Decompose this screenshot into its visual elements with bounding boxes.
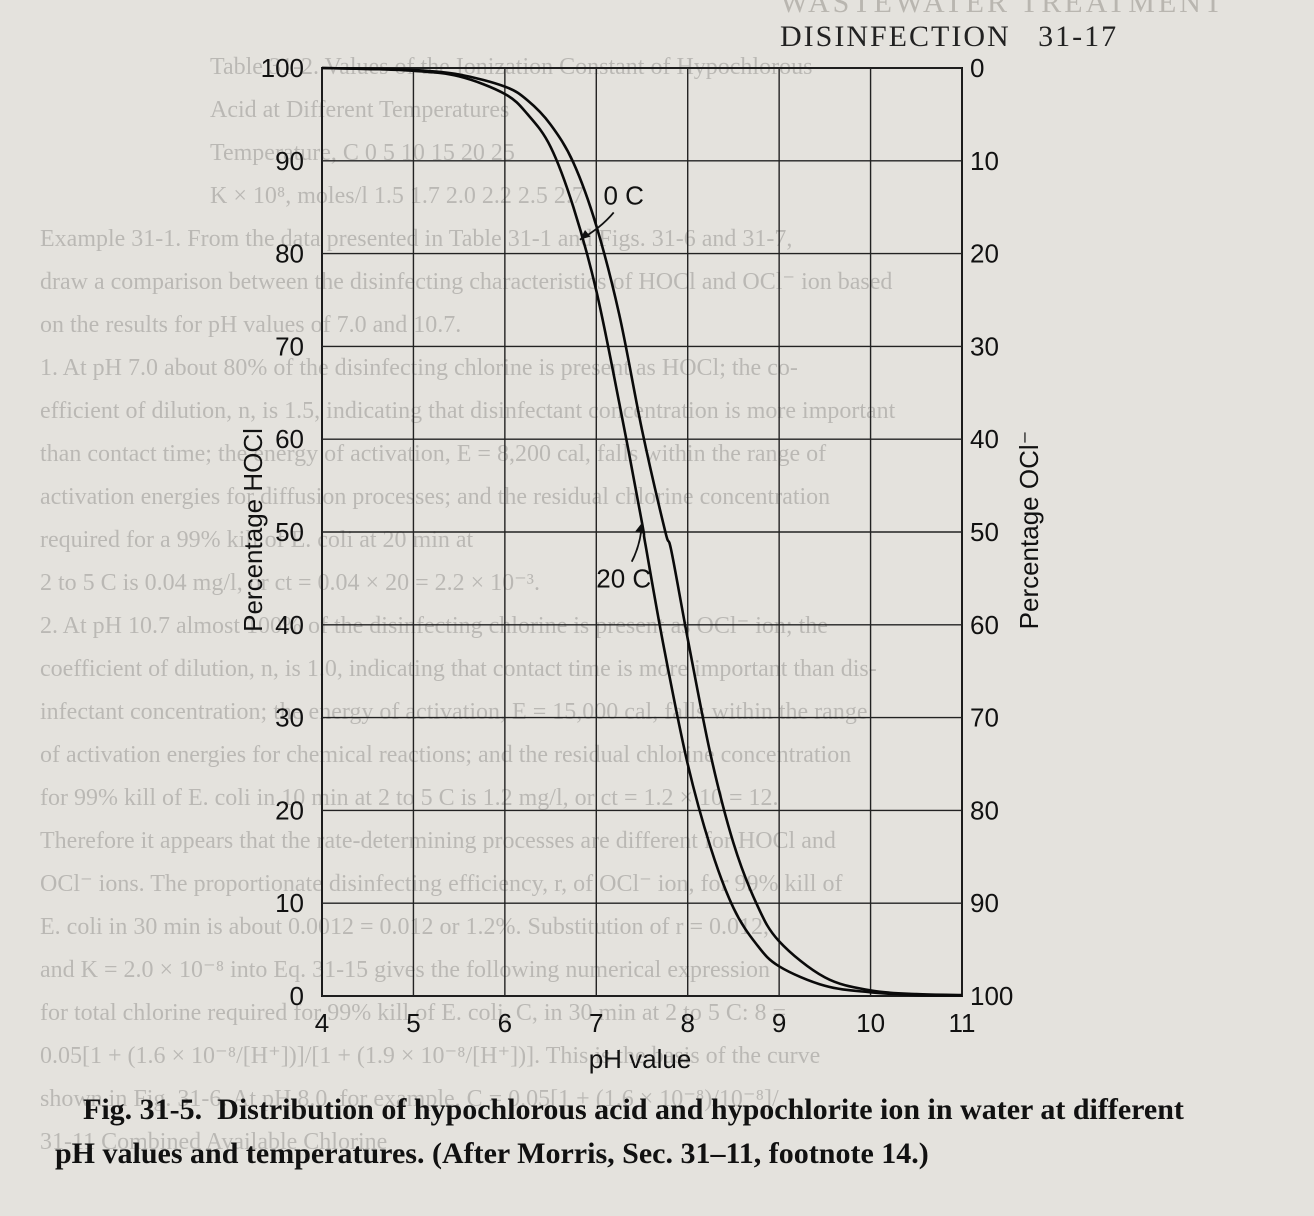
bleed-through-line: shown in Fig. 31-6. At pH 8.0, for examp… <box>40 1086 779 1112</box>
bleed-through-line: and K = 2.0 × 10⁻⁸ into Eq. 31-15 gives … <box>40 957 770 983</box>
x-tick-label: 9 <box>772 1008 786 1038</box>
y-tick-label-left: 10 <box>275 888 304 918</box>
y-tick-label-right: 90 <box>970 888 999 918</box>
bleed-through-line: for 99% kill of E. coli in 10 min at 2 t… <box>40 785 779 811</box>
figure-caption: Fig. 31-5. Distribution of hypochlorous … <box>55 1088 1285 1176</box>
figure-label: Fig. 31-5. <box>83 1093 203 1126</box>
bleed-through-line: than contact time; the energy of activat… <box>40 441 827 467</box>
bleed-through-line: efficient of dilution, n, is 1.5, indica… <box>40 398 896 424</box>
header-section-title: DISINFECTION <box>780 20 1011 53</box>
header-page-number: 31-17 <box>1038 20 1119 53</box>
y-tick-label-right: 60 <box>970 610 999 640</box>
y-tick-label-left: 60 <box>275 424 304 454</box>
x-tick-label: 6 <box>498 1008 512 1038</box>
x-tick-label: 4 <box>315 1008 329 1038</box>
bleed-through-line: Therefore it appears that the rate-deter… <box>40 828 836 854</box>
bleed-through-line: of activation energies for chemical reac… <box>40 742 852 768</box>
x-tick-label: 11 <box>949 1008 976 1038</box>
x-tick-label: 8 <box>680 1008 694 1038</box>
bleed-through-line: coefficient of dilution, n, is 1.0, indi… <box>40 656 877 682</box>
bleed-through-line: 0.05[1 + (1.6 × 10⁻⁸/[H⁺])]/[1 + (1.9 × … <box>40 1043 821 1069</box>
x-tick-label: 10 <box>856 1008 885 1038</box>
bleed-through-line: E. coli in 30 min is about 0.0012 = 0.01… <box>40 914 770 940</box>
y-tick-label-left: 90 <box>275 146 304 176</box>
y-axis-left-label: Percentage HOCl <box>238 428 268 632</box>
y-tick-label-left: 30 <box>275 703 304 733</box>
bleed-through-line: activation energies for diffusion proces… <box>40 484 831 510</box>
series-line-0-c <box>321 66 963 997</box>
header-faint-text: WASTEWATER TREATMENT <box>780 0 1226 19</box>
bleed-through-line: for total chlorine required for 99% kill… <box>40 1000 787 1026</box>
y-tick-label-right: 80 <box>970 795 999 825</box>
y-tick-label-left: 50 <box>275 517 304 547</box>
y-tick-label-right: 50 <box>970 517 999 547</box>
bleed-through-line: draw a comparison between the disinfecti… <box>40 269 893 295</box>
y-tick-label-right: 40 <box>970 424 999 454</box>
x-tick-label: 7 <box>589 1008 603 1038</box>
y-tick-label-right: 20 <box>970 239 999 269</box>
bleed-through-line: Example 31-1. From the data presented in… <box>40 226 793 252</box>
y-tick-label-right: 100 <box>970 981 1013 1011</box>
y-tick-label-right: 10 <box>970 146 999 176</box>
bleed-through-line: 1. At pH 7.0 about 80% of the disinfecti… <box>40 355 798 381</box>
bleed-through-line: 31-11 Combined Available Chlorine <box>40 1129 388 1155</box>
y-axis-right-label: Percentage OCl⁻ <box>1014 431 1044 630</box>
y-tick-label-left: 80 <box>275 239 304 269</box>
y-tick-label-left: 100 <box>261 53 304 83</box>
bleed-through-line: on the results for pH values of 7.0 and … <box>40 312 462 338</box>
caption-line-1: Distribution of hypochlorous acid and hy… <box>217 1093 1184 1126</box>
chart-tick-labels: 4 5 6 7 8 9 10 11010203040506070809010010090807… <box>261 53 1014 1038</box>
annotation-arrowhead <box>635 522 644 534</box>
x-tick-label: 5 <box>406 1008 420 1038</box>
series-line-20-c <box>321 66 963 997</box>
chart-curves <box>321 66 963 997</box>
page-header: WASTEWATER TREATMENT DISINFECTION 31-17 <box>780 0 1314 54</box>
bleed-through-line: OCl⁻ ions. The proportionate disinfectin… <box>40 871 843 897</box>
annotation-label: 20 C <box>596 564 651 594</box>
y-tick-label-left: 0 <box>290 981 304 1011</box>
y-tick-label-left: 40 <box>275 610 304 640</box>
caption-line-2: pH values and temperatures. (After Morri… <box>55 1137 929 1170</box>
y-tick-label-left: 20 <box>275 795 304 825</box>
bleed-through-line: 2 to 5 C is 0.04 mg/l, or ct = 0.04 × 20… <box>40 570 541 596</box>
x-axis-label: pH value <box>589 1044 692 1074</box>
y-tick-label-right: 30 <box>970 331 999 361</box>
annotation-arrowhead <box>579 229 591 240</box>
bleed-through-line: Temperature, C 0 5 10 15 20 25 <box>210 140 515 166</box>
bleed-through-line: K × 10⁸, moles/l 1.5 1.7 2.0 2.2 2.5 2.7 <box>210 183 584 209</box>
y-tick-label-right: 70 <box>970 703 999 733</box>
y-tick-label-right: 0 <box>970 53 984 83</box>
bleed-through-line: infectant concentration; the energy of a… <box>40 699 868 725</box>
chart-annotations: 0 C 20 C <box>579 180 651 594</box>
y-tick-label-left: 70 <box>275 331 304 361</box>
bleed-through-line: Acid at Different Temperatures <box>210 97 510 123</box>
bleed-through-line: 2. At pH 10.7 almost 100% of the disinfe… <box>40 613 828 639</box>
annotation-label: 0 C <box>603 180 643 210</box>
